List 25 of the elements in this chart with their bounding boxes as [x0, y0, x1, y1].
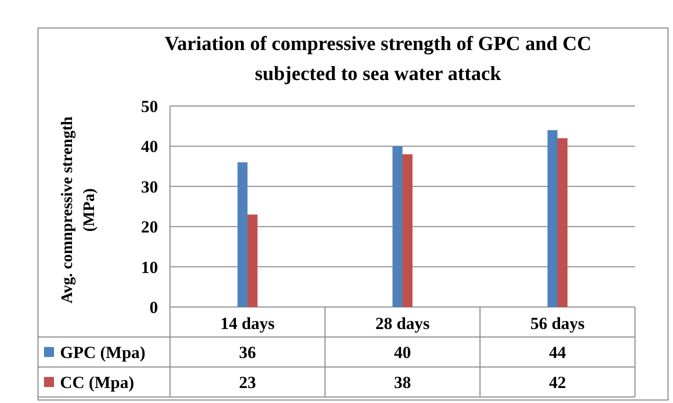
x-tick-label: 14 days — [220, 314, 276, 333]
bar — [402, 154, 412, 307]
y-tick-label: 40 — [141, 137, 158, 156]
y-tick-label: 20 — [141, 218, 158, 237]
data-label: 36 — [239, 343, 256, 362]
chart-title: Variation of compressive strength of GPC and CC subjected to sea water attack — [164, 33, 592, 85]
bar — [248, 214, 258, 307]
y-tick-label: 0 — [150, 298, 158, 317]
legend-label: CC (Mpa) — [60, 373, 134, 392]
y-tick-label: 30 — [141, 177, 158, 196]
x-tick-label: 28 days — [375, 314, 430, 333]
y-tick-label: 50 — [141, 97, 158, 116]
bar — [548, 130, 558, 307]
x-tick-label: 56 days — [530, 314, 586, 333]
bar — [392, 146, 402, 307]
legend-label: GPC (Mpa) — [60, 343, 146, 362]
bar — [238, 162, 248, 307]
data-label: 44 — [549, 343, 566, 362]
bar — [558, 138, 568, 307]
data-label: 42 — [549, 373, 566, 392]
y-axis-title: Avg. comnpressive strength (MPa) — [59, 116, 98, 304]
y-tick-label: 10 — [141, 258, 158, 277]
data-label: 38 — [394, 373, 411, 392]
data-label: 40 — [394, 343, 411, 362]
data-label: 23 — [239, 373, 256, 392]
